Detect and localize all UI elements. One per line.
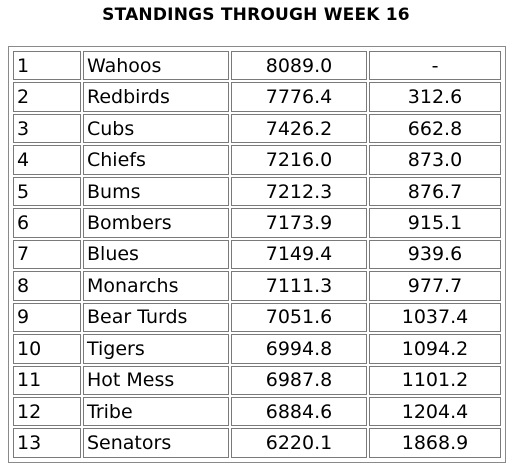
table-row: 12 Tribe 6884.6 1204.4 (13, 396, 501, 427)
games-back-cell: 977.7 (369, 271, 501, 301)
rank-cell: 8 (13, 271, 81, 301)
rank-cell: 11 (13, 365, 81, 395)
points-cell: 7212.3 (231, 176, 367, 207)
games-back-cell: 1868.9 (369, 428, 501, 458)
points-cell: 7426.2 (231, 113, 367, 144)
table-row: 9 Bear Turds 7051.6 1037.4 (13, 302, 501, 333)
games-back-cell: - (369, 51, 501, 81)
games-back-cell: 662.8 (369, 113, 501, 144)
rank-cell: 10 (13, 334, 81, 364)
points-cell: 7216.0 (231, 145, 367, 175)
rank-cell: 4 (13, 145, 81, 175)
rank-cell: 2 (13, 82, 81, 112)
team-cell: Redbirds (83, 82, 229, 112)
rank-cell: 12 (13, 396, 81, 427)
points-cell: 7051.6 (231, 302, 367, 333)
rank-cell: 1 (13, 51, 81, 81)
games-back-cell: 915.1 (369, 208, 501, 238)
points-cell: 6987.8 (231, 365, 367, 395)
standings-table-frame: 1 Wahoos 8089.0 - 2 Redbirds 7776.4 312.… (8, 46, 506, 463)
team-cell: Bombers (83, 208, 229, 238)
points-cell: 7149.4 (231, 239, 367, 270)
team-cell: Bear Turds (83, 302, 229, 333)
rank-cell: 3 (13, 113, 81, 144)
table-row: 1 Wahoos 8089.0 - (13, 51, 501, 81)
team-cell: Wahoos (83, 51, 229, 81)
points-cell: 7776.4 (231, 82, 367, 112)
team-cell: Bums (83, 176, 229, 207)
table-row: 8 Monarchs 7111.3 977.7 (13, 271, 501, 301)
table-row: 7 Blues 7149.4 939.6 (13, 239, 501, 270)
games-back-cell: 876.7 (369, 176, 501, 207)
standings-table: 1 Wahoos 8089.0 - 2 Redbirds 7776.4 312.… (11, 49, 503, 460)
games-back-cell: 1037.4 (369, 302, 501, 333)
games-back-cell: 1101.2 (369, 365, 501, 395)
table-row: 6 Bombers 7173.9 915.1 (13, 208, 501, 238)
team-cell: Tribe (83, 396, 229, 427)
table-row: 13 Senators 6220.1 1868.9 (13, 428, 501, 458)
team-cell: Senators (83, 428, 229, 458)
games-back-cell: 873.0 (369, 145, 501, 175)
points-cell: 6994.8 (231, 334, 367, 364)
standings-table-body: 1 Wahoos 8089.0 - 2 Redbirds 7776.4 312.… (13, 51, 501, 458)
points-cell: 6220.1 (231, 428, 367, 458)
table-row: 11 Hot Mess 6987.8 1101.2 (13, 365, 501, 395)
page-title: STANDINGS THROUGH WEEK 16 (102, 5, 410, 25)
rank-cell: 9 (13, 302, 81, 333)
team-cell: Monarchs (83, 271, 229, 301)
team-cell: Chiefs (83, 145, 229, 175)
rank-cell: 5 (13, 176, 81, 207)
table-row: 2 Redbirds 7776.4 312.6 (13, 82, 501, 112)
rank-cell: 7 (13, 239, 81, 270)
rank-cell: 6 (13, 208, 81, 238)
points-cell: 7111.3 (231, 271, 367, 301)
games-back-cell: 939.6 (369, 239, 501, 270)
team-cell: Hot Mess (83, 365, 229, 395)
rank-cell: 13 (13, 428, 81, 458)
team-cell: Tigers (83, 334, 229, 364)
table-row: 4 Chiefs 7216.0 873.0 (13, 145, 501, 175)
team-cell: Cubs (83, 113, 229, 144)
points-cell: 8089.0 (231, 51, 367, 81)
points-cell: 7173.9 (231, 208, 367, 238)
points-cell: 6884.6 (231, 396, 367, 427)
games-back-cell: 1094.2 (369, 334, 501, 364)
table-row: 3 Cubs 7426.2 662.8 (13, 113, 501, 144)
games-back-cell: 1204.4 (369, 396, 501, 427)
games-back-cell: 312.6 (369, 82, 501, 112)
table-row: 10 Tigers 6994.8 1094.2 (13, 334, 501, 364)
team-cell: Blues (83, 239, 229, 270)
table-row: 5 Bums 7212.3 876.7 (13, 176, 501, 207)
